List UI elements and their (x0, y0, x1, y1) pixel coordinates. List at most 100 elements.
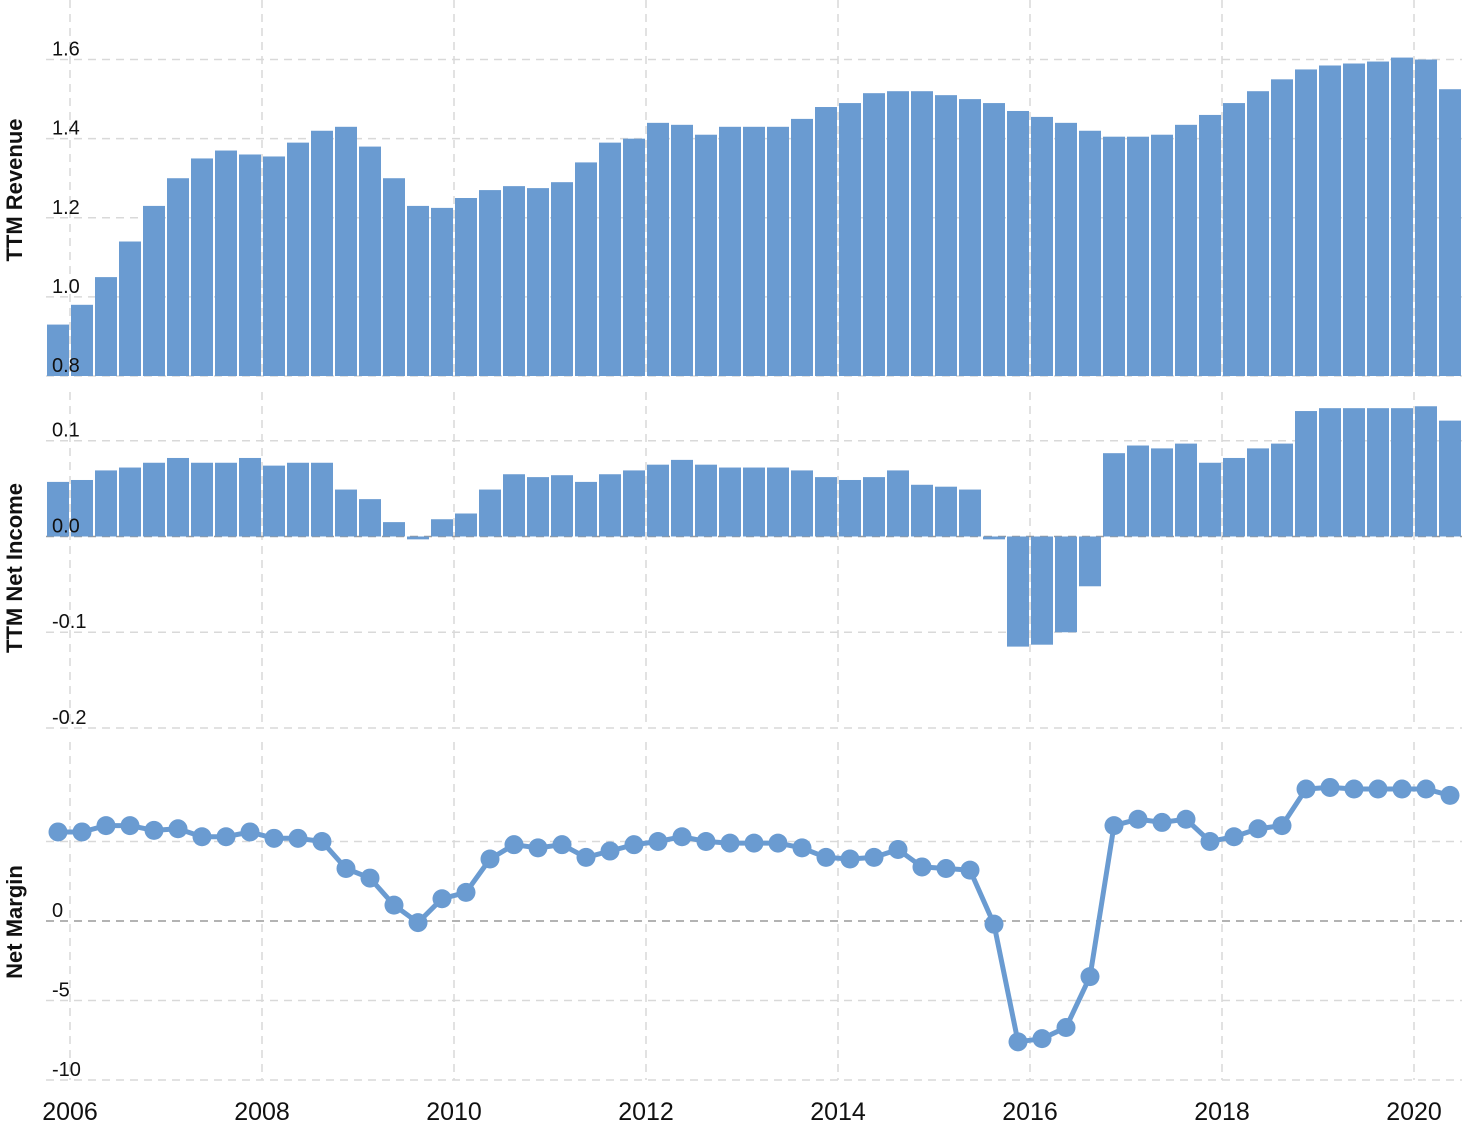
bar (143, 462, 165, 537)
bar (911, 484, 933, 537)
bar (263, 156, 285, 376)
bar (983, 103, 1005, 377)
data-point (1008, 1032, 1028, 1052)
data-point (720, 833, 740, 853)
bar (1055, 122, 1077, 376)
revenue-axis-title: TTM Revenue (2, 118, 27, 261)
bar (1367, 61, 1389, 377)
data-point (504, 835, 524, 855)
y-tick-label: 1.0 (52, 276, 80, 298)
data-point (888, 839, 908, 859)
data-point (480, 849, 500, 869)
data-point (864, 847, 884, 867)
bar (1007, 536, 1029, 647)
bar (743, 126, 765, 376)
bar (1439, 420, 1461, 537)
bar (887, 470, 909, 537)
data-point (1080, 967, 1100, 987)
bar (407, 205, 429, 376)
bar (1127, 136, 1149, 376)
bar (1343, 408, 1365, 537)
data-point (576, 847, 596, 867)
bar (503, 186, 525, 376)
bar (191, 158, 213, 376)
data-point (672, 827, 692, 847)
bar (431, 207, 453, 376)
bar (1031, 116, 1053, 377)
y-tick-label: 1.2 (52, 197, 80, 219)
bar (791, 118, 813, 376)
bar (1151, 448, 1173, 537)
data-point (1320, 777, 1340, 797)
bar (119, 241, 141, 376)
bar (647, 122, 669, 376)
bar (623, 470, 645, 537)
bar (983, 536, 1005, 540)
bar (431, 519, 453, 537)
data-point (1200, 832, 1220, 851)
bar (71, 304, 93, 376)
bar (1055, 536, 1077, 633)
y-tick-label: -5 (52, 980, 70, 1002)
data-point (1176, 809, 1196, 829)
bar (47, 481, 69, 537)
bar (359, 146, 381, 376)
data-point (1152, 812, 1172, 832)
data-point (840, 849, 860, 869)
data-point (264, 828, 284, 848)
bar (575, 162, 597, 376)
data-point (1392, 779, 1412, 799)
x-tick-label: 2008 (234, 1098, 290, 1124)
bar (119, 467, 141, 537)
data-point (408, 913, 428, 933)
bar (71, 479, 93, 537)
y-tick-label: -10 (52, 1059, 81, 1081)
x-tick-label: 2016 (1002, 1098, 1058, 1124)
bar (1247, 448, 1269, 537)
bar (1247, 91, 1269, 376)
bar (1295, 69, 1317, 376)
bar (1367, 408, 1389, 537)
bar (1223, 457, 1245, 537)
bar (527, 477, 549, 537)
net-margin-axis-title: Net Margin (2, 865, 27, 979)
bar (1415, 59, 1437, 377)
bar (167, 457, 189, 537)
bar (1199, 114, 1221, 376)
x-tick-label: 2020 (1386, 1098, 1442, 1124)
net-income-axis-title: TTM Net Income (2, 483, 27, 653)
bar (1319, 408, 1341, 537)
series (48, 777, 1460, 1052)
bar (719, 126, 741, 376)
bar (503, 474, 525, 537)
vertical-gridlines (69, 742, 1415, 1080)
bar (455, 513, 477, 537)
data-point (744, 833, 764, 853)
y-tick-labels: 50-5-10 (52, 821, 81, 1082)
data-point (1104, 816, 1124, 836)
bar (143, 205, 165, 376)
horizontal-gridlines (46, 840, 1462, 1081)
net-margin-line (58, 784, 1451, 1045)
data-point (240, 822, 260, 842)
data-point (96, 816, 116, 836)
bar (1007, 110, 1029, 376)
bar (767, 467, 789, 537)
bar (95, 470, 117, 537)
bar (1319, 65, 1341, 376)
bar (383, 178, 405, 376)
bar (1391, 408, 1413, 537)
bar (1295, 411, 1317, 537)
bar (95, 277, 117, 376)
net-income-panel: 0.1 0.0 -0.1 -0.2 (46, 392, 1462, 729)
bar (407, 536, 429, 540)
bar (935, 95, 957, 377)
bar (311, 462, 333, 537)
bar (551, 475, 573, 537)
y-tick-label: 0.0 (52, 515, 80, 537)
bar (839, 103, 861, 377)
bar (623, 138, 645, 376)
bars (47, 57, 1461, 377)
